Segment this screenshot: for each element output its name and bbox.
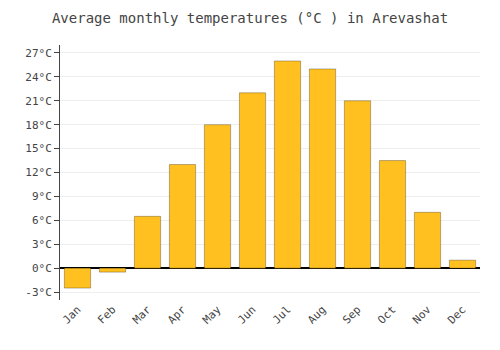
svg-text:3°C: 3°C: [32, 238, 52, 251]
svg-text:Feb: Feb: [95, 303, 118, 326]
svg-text:-3°C: -3°C: [25, 286, 52, 299]
svg-text:Average monthly temperatures (: Average monthly temperatures (°C ) in Ar…: [52, 10, 448, 26]
svg-text:12°C: 12°C: [25, 166, 52, 179]
svg-text:Apr: Apr: [165, 303, 189, 327]
svg-text:15°C: 15°C: [25, 142, 52, 155]
svg-text:Aug: Aug: [305, 303, 328, 326]
svg-text:Jun: Jun: [235, 303, 258, 326]
svg-text:Mar: Mar: [130, 303, 154, 327]
svg-text:21°C: 21°C: [25, 95, 52, 108]
svg-text:6°C: 6°C: [32, 214, 52, 227]
svg-text:Oct: Oct: [375, 303, 398, 326]
svg-text:9°C: 9°C: [32, 190, 52, 203]
svg-text:27°C: 27°C: [25, 47, 52, 60]
svg-text:May: May: [200, 303, 224, 327]
svg-text:Sep: Sep: [340, 303, 363, 326]
svg-text:0°C: 0°C: [32, 262, 52, 275]
svg-text:24°C: 24°C: [25, 71, 52, 84]
svg-text:18°C: 18°C: [25, 119, 52, 132]
svg-text:Dec: Dec: [445, 303, 468, 326]
svg-text:Jul: Jul: [270, 303, 293, 326]
svg-text:Jan: Jan: [60, 303, 83, 326]
svg-text:Nov: Nov: [410, 303, 434, 327]
